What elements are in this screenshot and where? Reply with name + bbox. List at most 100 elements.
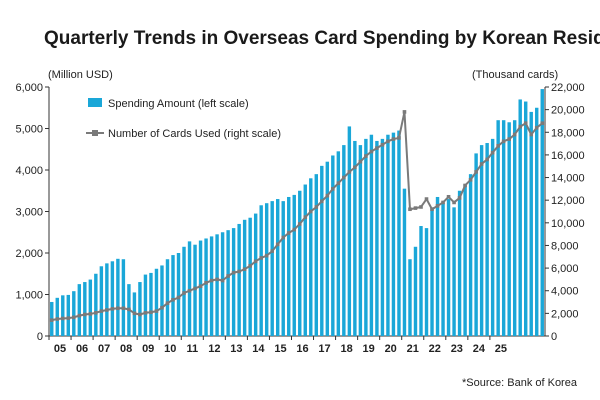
cards-point [369,149,374,154]
right-tick-label: 22,000 [551,82,585,94]
spending-bar [264,203,269,336]
cards-point [187,288,192,293]
cards-point [72,315,76,320]
spending-bar [512,120,517,336]
spending-bar [347,126,352,336]
right-tick-label: 8,000 [551,240,579,252]
x-tick-label: 17 [318,343,330,355]
spending-bar [518,99,522,336]
cards-point [94,310,98,315]
x-tick-label: 07 [98,343,110,355]
legend: Spending Amount (left scale) Number of C… [86,98,281,140]
spending-bar [143,274,148,336]
spending-bar [336,151,341,336]
right-tick-label: 16,000 [551,150,585,162]
cards-line-series [49,110,545,322]
cards-point [320,199,324,204]
spending-bar [369,134,374,336]
spending-bar [540,89,544,336]
spending-bar [298,190,302,336]
spending-bar [529,111,533,337]
spending-bar [413,246,418,336]
cards-point [182,291,186,295]
x-tick-label: 21 [407,343,419,355]
spending-bar [154,268,159,336]
x-tick-label: 08 [120,343,132,355]
spending-bar [259,205,263,336]
cards-point [286,231,291,235]
cards-point [231,270,236,275]
x-tick-label: 24 [473,343,486,355]
cards-point [336,181,341,186]
cards-point [303,215,308,219]
spending-bar [99,266,104,336]
right-tick-label: 4,000 [551,286,579,298]
cards-point [364,154,368,158]
cards-point [402,110,407,114]
cards-point [518,124,522,129]
x-tick-label: 10 [164,343,176,355]
legend-bar-swatch [88,98,102,107]
cards-point [193,286,197,291]
spending-bar [193,244,197,336]
spending-bar [524,101,528,337]
chart-title: Quarterly Trends in Overseas Card Spendi… [44,28,600,49]
x-tick-label: 13 [230,343,242,355]
right-tick-label: 14,000 [551,173,585,185]
spending-bar [331,155,335,336]
cards-point [507,137,511,141]
cards-point [198,284,203,288]
spending-bar [430,207,434,336]
cards-point [259,256,263,260]
source-note: *Source: Bank of Korea [462,377,578,389]
cards-point [419,205,423,209]
cards-point [165,301,170,305]
cards-point [220,278,225,283]
right-tick-label: 6,000 [551,263,579,275]
legend-line-marker [92,130,98,136]
spending-bar [391,132,396,336]
spending-bar [187,241,192,336]
spending-bar [226,230,230,336]
cards-point [237,269,241,274]
cards-line [51,110,543,322]
spending-bar [77,284,82,336]
cards-point [138,312,142,317]
cards-point [496,144,500,148]
spending-bar [116,258,120,336]
left-axis-unit: (Million USD) [48,69,113,81]
spending-bar [364,138,368,336]
cards-point [463,183,467,188]
cards-point [253,259,258,264]
cards-point [413,206,418,210]
spending-bar [276,199,280,336]
spending-bar [94,273,98,336]
cards-point [143,310,148,315]
spending-bar [402,188,407,336]
spending-bar [220,232,225,336]
left-tick-label: 0 [37,331,43,343]
spending-bar [248,217,252,336]
spending-bar [287,196,291,336]
spending-bar [121,259,126,336]
spending-bar [452,207,456,336]
x-tick-label: 05 [54,343,66,355]
cards-point [452,200,456,205]
cards-point [132,311,137,316]
cards-point [358,159,363,164]
spending-bar [507,122,511,337]
cards-point [292,227,297,232]
right-tick-label: 18,000 [551,127,585,139]
cards-point [435,204,440,208]
spending-bar [83,282,87,336]
cards-point [66,316,71,320]
spending-bar [171,255,175,336]
right-tick-label: 0 [551,331,557,343]
spending-bar [66,294,70,336]
spending-bar [309,178,313,336]
spending-bar [165,259,170,336]
spending-bar [149,272,153,336]
cards-point [99,309,104,313]
cards-point [77,313,82,318]
